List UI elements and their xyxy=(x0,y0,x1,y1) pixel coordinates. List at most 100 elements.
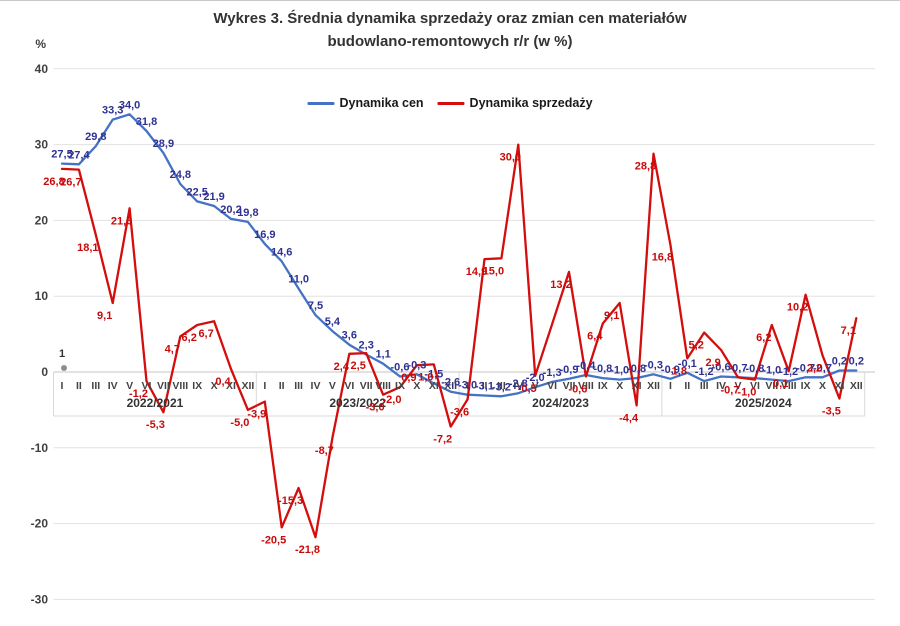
value-label-sprzedazy: -0,7 xyxy=(721,384,740,396)
chart-title-line2: budowlano-remontowych r/r (w %) xyxy=(327,33,573,50)
value-label-cen: 0,2 xyxy=(849,355,864,367)
value-label-cen: -1,5 xyxy=(424,368,443,380)
value-label-sprzedazy: 16,8 xyxy=(652,252,673,264)
value-label-sprzedazy: 28,8 xyxy=(635,161,656,173)
axis-annotation: 1 xyxy=(59,348,67,371)
year-group-label: 2025/2024 xyxy=(735,396,792,410)
value-label-cen: 22,5 xyxy=(186,186,207,198)
y-tick-label: 10 xyxy=(35,289,49,303)
value-label-sprzedazy: 2,5 xyxy=(351,360,366,372)
value-label-sprzedazy: -3,9 xyxy=(247,409,266,421)
value-label-cen: -0,8 xyxy=(627,363,646,375)
month-tick-label: II xyxy=(279,380,285,392)
legend-item-dynamika-cen: Dynamika cen xyxy=(307,96,424,110)
value-label-sprzedazy: -1,0 xyxy=(737,387,756,399)
value-label-sprzedazy: -3,0 xyxy=(366,402,385,414)
x-axis-strip xyxy=(53,372,866,417)
data-labels: 27,527,4 29,8 33,334,0 31,8 28,9 24,8 22,521,9… xyxy=(43,99,864,556)
value-label-cen: 33,3 xyxy=(102,105,123,117)
month-tick-label: VIII xyxy=(375,380,391,392)
value-label-cen: -0,3 xyxy=(644,359,663,371)
y-tick-label: -10 xyxy=(31,441,49,455)
month-tick-label: V xyxy=(329,380,336,392)
value-label-sprzedazy: 2,9 xyxy=(705,357,720,369)
value-label-cen: 27,5 xyxy=(51,149,72,161)
value-label-sprzedazy: 26,7 xyxy=(60,177,81,189)
value-label-cen: 34,0 xyxy=(119,99,140,111)
y-axis-unit: % xyxy=(35,37,46,51)
y-axis-labels: 40 30 20 10 0 -10 -20 -30% xyxy=(31,37,49,606)
value-label-sprzedazy: -7,2 xyxy=(433,434,452,446)
value-label-cen: 31,8 xyxy=(136,116,157,128)
value-label-cen: -1,0 xyxy=(762,365,781,377)
value-label-cen: 20,2 xyxy=(220,204,241,216)
legend-item-dynamika-sprzedazy: Dynamika sprzedaży xyxy=(437,96,593,110)
value-label-sprzedazy: 1,8 xyxy=(672,365,687,377)
month-tick-label: III xyxy=(497,380,506,392)
month-tick-label: XI xyxy=(834,380,844,392)
month-tick-label: IX xyxy=(395,380,405,392)
legend-label-cen: Dynamika cen xyxy=(339,96,424,110)
value-label-sprzedazy: 30,0 xyxy=(500,152,521,164)
line-dynamika-cen xyxy=(60,113,858,398)
value-label-cen: -1,2 xyxy=(695,366,714,378)
value-label-cen: 0,2 xyxy=(832,355,847,367)
value-label-cen: 21,9 xyxy=(203,191,224,203)
month-tick-label: I xyxy=(466,380,469,392)
value-label-sprzedazy: 14,9 xyxy=(466,266,487,278)
value-label-sprzedazy: 13,2 xyxy=(550,279,571,291)
value-label-sprzedazy: 1,0 xyxy=(418,371,433,383)
month-tick-label: IX xyxy=(192,380,202,392)
legend: Dynamika cen Dynamika sprzedaży xyxy=(307,96,593,110)
month-labels: I II III IV V VI VII VIII IX X XI XII I II III IV V VI VII… xyxy=(61,380,863,392)
month-tick-label: III xyxy=(91,380,100,392)
y-tick-label: 30 xyxy=(35,138,49,152)
value-label-cen: -0,7 xyxy=(813,362,832,374)
y-tick-label: 0 xyxy=(41,365,48,379)
month-tick-label: II xyxy=(76,380,82,392)
month-tick-label: XI xyxy=(226,380,236,392)
value-label-cen: -3,2 xyxy=(492,381,511,393)
value-label-cen: 3,6 xyxy=(342,330,357,342)
value-label-cen: 7,5 xyxy=(308,300,323,312)
chart-title-line1: Wykres 3. Średnia dynamika sprzedaży ora… xyxy=(213,10,687,27)
line-dynamika-sprzedazy xyxy=(60,143,858,539)
value-label-sprzedazy: 7,1 xyxy=(841,325,856,337)
value-label-sprzedazy: -0,6 xyxy=(568,384,587,396)
value-label-cen: -0,7 xyxy=(729,362,748,374)
month-tick-label: VIII xyxy=(781,380,797,392)
value-label-sprzedazy: 6,7 xyxy=(198,328,213,340)
month-tick-label: X xyxy=(413,380,420,392)
legend-line-sample-cen xyxy=(307,101,335,105)
value-label-sprzedazy: -5,0 xyxy=(230,417,249,429)
value-label-cen: -1,2 xyxy=(779,366,798,378)
value-label-cen: -0,6 xyxy=(712,362,731,374)
value-label-cen: 19,8 xyxy=(237,207,258,219)
month-tick-label: XII xyxy=(241,380,254,392)
value-label-sprzedazy: -3,5 xyxy=(822,406,841,418)
month-tick-label: VIII xyxy=(578,380,594,392)
value-label-cen: 16,9 xyxy=(254,229,275,241)
month-tick-label: III xyxy=(294,380,303,392)
value-label-cen: -0,8 xyxy=(745,363,764,375)
value-label-cen: -0,1 xyxy=(678,358,697,370)
value-label-sprzedazy: 18,1 xyxy=(77,242,98,254)
footnote-marker: 1 xyxy=(59,348,65,360)
value-label-cen: 24,8 xyxy=(170,169,191,181)
month-tick-label: VI xyxy=(344,380,354,392)
value-label-cen: -0,6 xyxy=(391,362,410,374)
value-label-sprzedazy: 0,1 xyxy=(773,378,788,390)
month-tick-label: VII xyxy=(563,380,576,392)
value-label-sprzedazy: 9,1 xyxy=(604,310,619,322)
month-tick-label: VI xyxy=(142,380,152,392)
month-tick-label: V xyxy=(734,380,741,392)
value-label-sprzedazy: 0,9 xyxy=(401,372,416,384)
month-tick-label: II xyxy=(482,380,488,392)
value-label-sprzedazy: 6,2 xyxy=(756,332,771,344)
year-group-label: 2022/2021 xyxy=(127,396,184,410)
value-label-cen: -0,3 xyxy=(407,359,426,371)
year-labels: 2022/2021 2023/2022 2024/2023 2025/2024 xyxy=(127,396,792,410)
chart-title: Wykres 3. Średnia dynamika sprzedaży ora… xyxy=(0,7,900,53)
month-tick-label: X xyxy=(616,380,623,392)
